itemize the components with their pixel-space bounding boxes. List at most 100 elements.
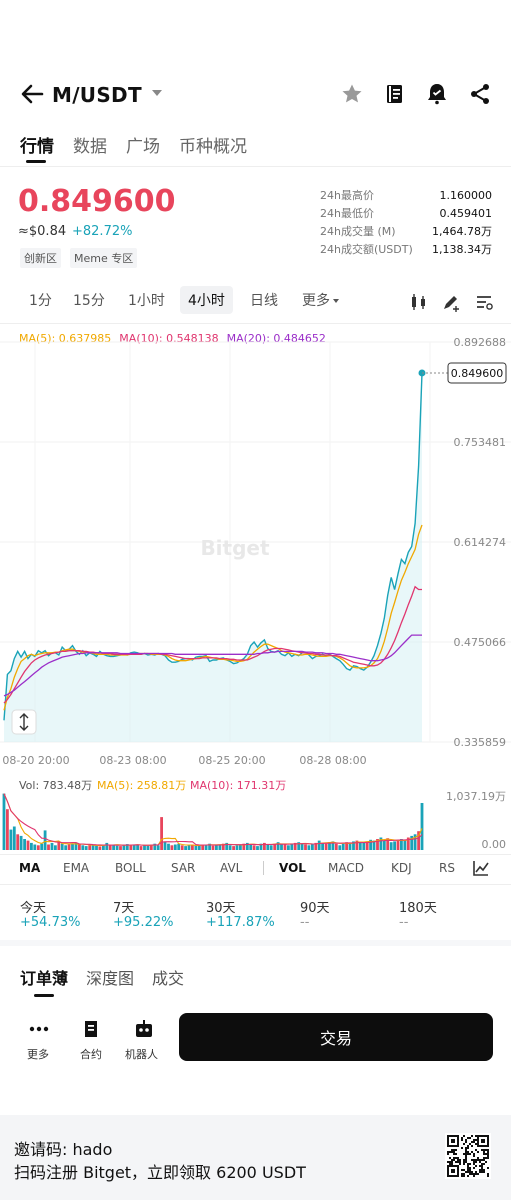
volume-bar <box>252 845 256 850</box>
robot-icon[interactable] <box>133 1018 155 1040</box>
qr-module <box>447 1153 449 1155</box>
volume-bar <box>67 844 71 850</box>
qr-module <box>483 1157 485 1159</box>
indicator-settings-icon[interactable] <box>472 859 490 877</box>
interval-more[interactable]: 更多 <box>302 290 339 310</box>
tab-depth-chart[interactable]: 深度图 <box>86 969 135 988</box>
qr-module <box>487 1149 489 1151</box>
indicator-kdj[interactable]: KDJ <box>391 861 412 875</box>
volume-bar <box>269 845 273 850</box>
indicator-ma[interactable]: MA <box>19 861 41 875</box>
pair-dropdown-caret-icon[interactable] <box>152 90 162 96</box>
volume-bar <box>132 844 136 850</box>
star-favorite-icon[interactable] <box>340 82 364 106</box>
tab-orderbook[interactable]: 订单薄 <box>20 969 69 988</box>
volume-bar <box>379 837 383 850</box>
qr-module <box>477 1151 479 1153</box>
share-icon[interactable] <box>468 82 492 106</box>
divider <box>0 166 511 167</box>
qr-module <box>469 1137 471 1139</box>
volume-bar <box>232 846 235 850</box>
volume-bar <box>311 843 314 850</box>
perf-label-180d: 180天 <box>399 901 437 916</box>
volume-bar <box>348 842 352 850</box>
perf-value-7d: +95.22% <box>113 915 174 930</box>
stat-label: 24h成交量 (M) <box>320 225 396 238</box>
qr-module <box>483 1169 485 1171</box>
tab-trades[interactable]: 成交 <box>152 969 185 988</box>
vol-y-tick-label: 0.00 <box>482 838 507 851</box>
robot-label[interactable]: 机器人 <box>125 1048 158 1061</box>
qr-module <box>457 1159 459 1161</box>
indicator-sar[interactable]: SAR <box>171 861 196 875</box>
draw-tool-icon[interactable] <box>441 292 461 312</box>
qr-module <box>473 1173 475 1175</box>
volume-bar <box>324 843 328 850</box>
tag-innovation-zone[interactable]: 创新区 <box>20 248 61 268</box>
tab-square[interactable]: 广场 <box>126 137 160 157</box>
qr-module <box>481 1159 483 1161</box>
volume-bar <box>300 843 304 850</box>
back-arrow-icon[interactable] <box>18 80 46 108</box>
contract-icon[interactable] <box>80 1018 102 1040</box>
series-line-ma20 <box>3 634 422 697</box>
qr-module <box>465 1157 467 1159</box>
interval-1d[interactable]: 日线 <box>250 293 278 309</box>
qr-module <box>487 1151 489 1153</box>
tab-data[interactable]: 数据 <box>73 137 107 157</box>
volume-bar <box>228 845 232 850</box>
qr-module <box>463 1159 465 1161</box>
alert-bell-icon[interactable] <box>425 82 449 106</box>
indicator-divider <box>263 861 264 875</box>
more-label[interactable]: 更多 <box>27 1048 49 1061</box>
indicator-boll[interactable]: BOLL <box>115 861 146 875</box>
qr-module <box>485 1153 487 1155</box>
volume-bar <box>50 842 54 850</box>
qr-module <box>469 1153 471 1155</box>
tab-market[interactable]: 行情 <box>20 137 54 157</box>
indicator-avl[interactable]: AVL <box>220 861 243 875</box>
qr-module <box>461 1169 463 1171</box>
qr-module <box>465 1153 467 1155</box>
qr-module <box>467 1151 469 1153</box>
tab-coin-overview[interactable]: 币种概况 <box>179 137 247 157</box>
vertical-arrows-icon <box>19 713 29 731</box>
indicator-rsi[interactable]: RS <box>439 861 455 875</box>
volume-bar <box>30 842 33 850</box>
volume-bar <box>60 843 64 850</box>
qr-module <box>475 1159 477 1161</box>
interval-4h[interactable]: 4小时 <box>180 286 233 314</box>
pair-title[interactable]: M/USDT <box>52 83 142 107</box>
volume-legend: MA(5): 258.81万 <box>97 779 186 792</box>
volume-bar <box>119 846 122 850</box>
tag-meme-zone[interactable]: Meme 专区 <box>70 248 138 268</box>
trade-button[interactable]: 交易 <box>179 1013 493 1061</box>
stat-value: 1,138.34万 <box>432 243 492 256</box>
interval-1m[interactable]: 1分 <box>29 293 52 309</box>
qr-module <box>467 1147 469 1149</box>
notebook-icon[interactable] <box>383 82 407 106</box>
volume-bar <box>153 843 157 850</box>
candle-style-icon[interactable] <box>409 292 429 312</box>
interval-1h[interactable]: 1小时 <box>128 293 165 309</box>
indicator-ema[interactable]: EMA <box>63 861 90 875</box>
qr-module <box>451 1151 453 1153</box>
interval-15m[interactable]: 15分 <box>73 293 105 309</box>
contract-label[interactable]: 合约 <box>80 1048 102 1061</box>
qr-module <box>473 1153 475 1155</box>
interval-more-label: 更多 <box>302 293 330 309</box>
more-dots-icon[interactable] <box>28 1018 50 1040</box>
chart-settings-icon[interactable] <box>474 292 494 312</box>
price-chart[interactable]: 0.892688 0.753481 0.614274 0.475066 0.335859… <box>0 320 511 770</box>
qr-module <box>475 1135 477 1137</box>
invite-code: 邀请码: hado <box>14 1140 113 1159</box>
indicator-macd[interactable]: MACD <box>328 861 364 875</box>
qr-module <box>479 1161 481 1163</box>
volume-bar <box>287 845 290 850</box>
volume-chart[interactable]: Vol: 783.48万 MA(5): 258.81万 MA(10): 171.31… <box>0 770 511 855</box>
indicator-vol[interactable]: VOL <box>279 861 306 875</box>
volume-bar <box>406 837 410 850</box>
qr-module <box>465 1149 467 1151</box>
volume-bar <box>184 846 187 850</box>
volume-bar <box>372 840 376 850</box>
